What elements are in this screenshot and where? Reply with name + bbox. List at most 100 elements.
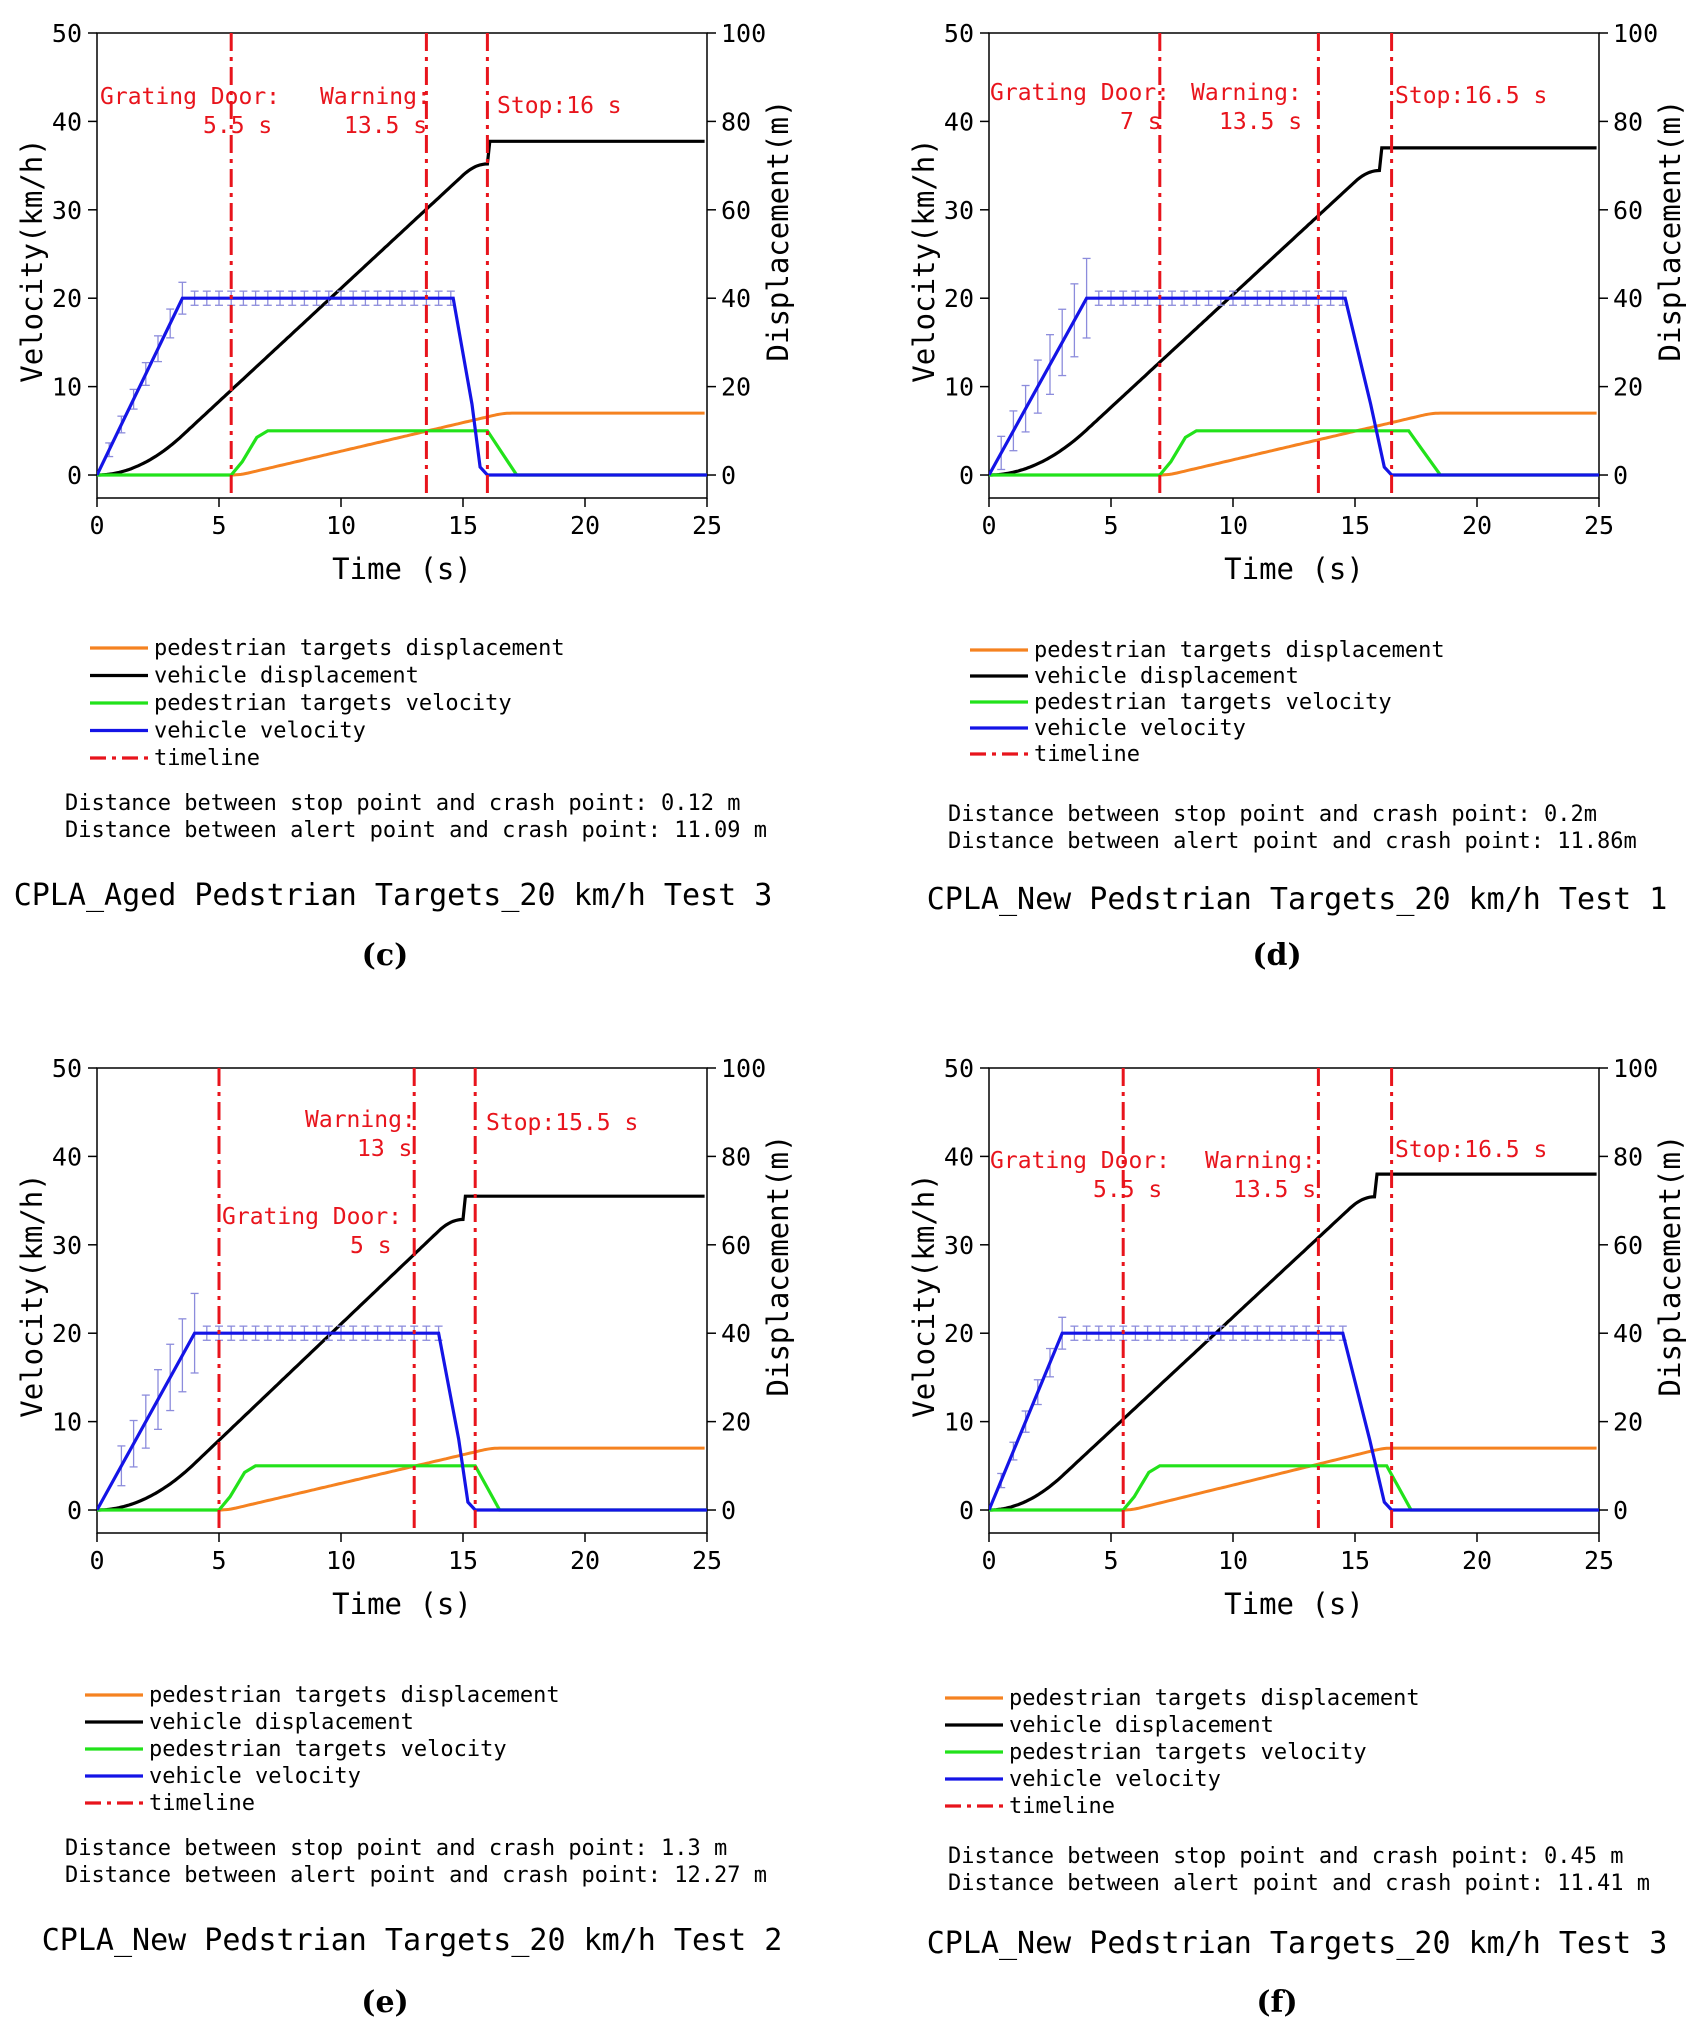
y-right-axis-title: Displacement(m) — [1653, 1135, 1687, 1397]
vehicle-velocity-line — [97, 296, 707, 477]
plot-area — [989, 1172, 1599, 1512]
y-right-tick-label: 80 — [1613, 1142, 1643, 1171]
x-tick-label: 25 — [692, 511, 722, 540]
chart-title: CPLA_New Pedstrian Targets_20 km/h Test … — [927, 882, 1668, 917]
legend-label: pedestrian targets velocity — [149, 1737, 507, 1762]
x-tick-label: 5 — [1103, 1546, 1118, 1575]
timeline-label: Warning: — [1191, 80, 1302, 106]
y-left-tick-label: 50 — [52, 19, 82, 48]
y-left-axis-title: Velocity(km/h) — [15, 138, 49, 382]
x-tick-label: 5 — [211, 1546, 226, 1575]
legend-label: pedestrian targets displacement — [154, 636, 565, 661]
result-note: Distance between alert point and crash p… — [948, 1871, 1650, 1896]
timeline-label: Stop:16 s — [497, 93, 622, 119]
y-left-tick-label: 30 — [52, 196, 82, 225]
timeline-label: Grating Door: — [222, 1204, 402, 1230]
legend-label: timeline — [1009, 1794, 1115, 1819]
timeline-label: 5.5 s — [1093, 1177, 1162, 1203]
y-right-tick-label: 40 — [721, 284, 751, 313]
plot-frame — [988, 32, 1600, 499]
y-left-tick-label: 50 — [944, 19, 974, 48]
plot-area — [97, 1194, 707, 1512]
pedestrian-velocity-line — [989, 1464, 1599, 1512]
x-tick-label: 15 — [1340, 1546, 1370, 1575]
y-right-tick-label: 20 — [1613, 1408, 1643, 1437]
x-tick-label: 20 — [1462, 1546, 1492, 1575]
y-left-tick-label: 40 — [52, 107, 82, 136]
timeline-label: 5 s — [350, 1233, 392, 1259]
y-right-tick-label: 0 — [721, 461, 736, 490]
legend-label: pedestrian targets velocity — [1034, 690, 1392, 715]
y-left-tick-label: 20 — [944, 1319, 974, 1348]
plot-frame — [96, 1067, 708, 1534]
x-tick-label: 15 — [1340, 511, 1370, 540]
legend-label: timeline — [149, 1791, 255, 1816]
panel-label: (c) — [362, 938, 409, 973]
y-right-tick-label: 0 — [721, 1496, 736, 1525]
y-right-tick-label: 60 — [721, 196, 751, 225]
y-left-tick-label: 30 — [944, 1231, 974, 1260]
y-right-tick-label: 80 — [721, 107, 751, 136]
y-right-tick-label: 20 — [721, 373, 751, 402]
y-right-tick-label: 100 — [721, 19, 766, 48]
vehicle-displacement-line — [97, 1194, 705, 1512]
pedestrian-displacement-line — [989, 411, 1597, 477]
legend-label: timeline — [1034, 742, 1140, 767]
timeline-label: 5.5 s — [203, 113, 272, 139]
y-right-tick-label: 40 — [1613, 284, 1643, 313]
x-tick-label: 10 — [326, 511, 356, 540]
result-note: Distance between stop point and crash po… — [65, 1836, 727, 1861]
panel-label: (e) — [361, 1985, 408, 2020]
y-left-tick-label: 0 — [67, 1496, 82, 1525]
vehicle-velocity-line — [989, 1331, 1599, 1512]
x-tick-label: 10 — [326, 1546, 356, 1575]
y-left-tick-label: 30 — [52, 1231, 82, 1260]
legend-label: timeline — [154, 746, 260, 771]
vehicle-velocity-line — [989, 296, 1599, 477]
legend-label: vehicle displacement — [1034, 664, 1299, 689]
x-tick-label: 25 — [1584, 511, 1614, 540]
timeline-label: Stop:15.5 s — [486, 1110, 638, 1136]
x-tick-label: 0 — [89, 1546, 104, 1575]
plot-frame — [96, 32, 708, 499]
y-left-tick-label: 50 — [944, 1054, 974, 1083]
legend-label: vehicle velocity — [149, 1764, 361, 1789]
y-right-tick-label: 40 — [721, 1319, 751, 1348]
vehicle-velocity-error-bars — [117, 1292, 443, 1487]
y-left-tick-label: 20 — [944, 284, 974, 313]
x-tick-label: 15 — [448, 511, 478, 540]
pedestrian-displacement-line — [97, 1446, 705, 1512]
timeline-label: 13 s — [357, 1136, 412, 1162]
y-left-tick-label: 20 — [52, 284, 82, 313]
y-left-tick-label: 10 — [52, 373, 82, 402]
x-tick-label: 0 — [981, 1546, 996, 1575]
timeline-label: 13.5 s — [344, 113, 427, 139]
legend-label: vehicle velocity — [1009, 1767, 1221, 1792]
y-left-tick-label: 40 — [944, 107, 974, 136]
result-note: Distance between stop point and crash po… — [65, 791, 741, 816]
vehicle-displacement-line — [989, 146, 1597, 477]
chart-title: CPLA_New Pedstrian Targets_20 km/h Test … — [42, 1923, 783, 1958]
legend-label: vehicle displacement — [149, 1710, 414, 1735]
legend-label: vehicle displacement — [1009, 1713, 1274, 1738]
y-left-tick-label: 20 — [52, 1319, 82, 1348]
y-right-axis-title: Displacement(m) — [761, 1135, 795, 1397]
timeline-label: 13.5 s — [1233, 1177, 1316, 1203]
timeline-label: Stop:16.5 s — [1395, 83, 1547, 109]
x-tick-label: 5 — [211, 511, 226, 540]
legend-label: pedestrian targets velocity — [154, 691, 512, 716]
y-right-tick-label: 40 — [1613, 1319, 1643, 1348]
y-right-axis-title: Displacement(m) — [761, 100, 795, 362]
y-left-tick-label: 10 — [944, 1408, 974, 1437]
timeline-label: 7 s — [1120, 109, 1162, 135]
x-tick-label: 0 — [89, 511, 104, 540]
timeline-label: Warning: — [1205, 1148, 1316, 1174]
result-note: Distance between alert point and crash p… — [65, 1863, 767, 1888]
chart-panel-c: 0 5 10 15 20 25 0 10 20 30 40 50 0 20 40 60 80 100 Time (s… — [14, 19, 795, 973]
y-right-tick-label: 0 — [1613, 461, 1628, 490]
result-note: Distance between stop point and crash po… — [948, 1844, 1624, 1869]
vehicle-velocity-error-bars — [997, 1316, 1347, 1489]
y-left-tick-label: 10 — [52, 1408, 82, 1437]
